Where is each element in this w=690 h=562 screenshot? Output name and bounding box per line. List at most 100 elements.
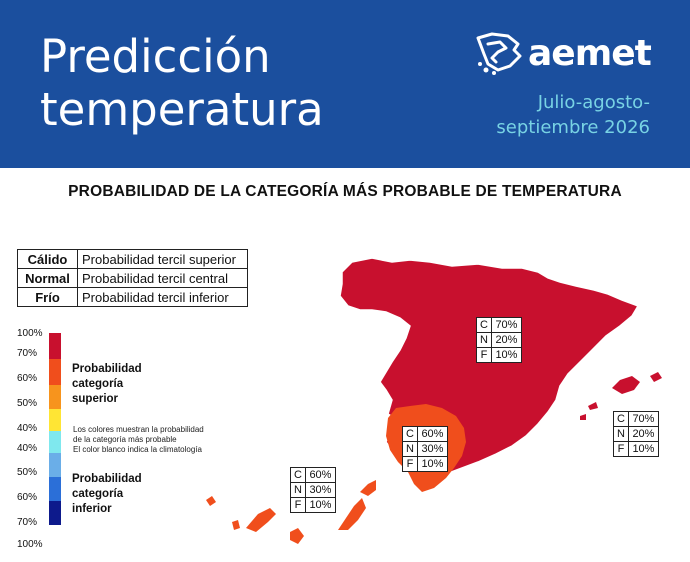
lower-category-legend: Probabilidad categoría inferior — [72, 472, 142, 517]
prob-value: 10% — [490, 347, 522, 363]
prob-value: 10% — [304, 497, 336, 513]
prob-row: C 60% — [402, 426, 448, 442]
prob-value: 10% — [627, 441, 659, 457]
prob-letter: C — [476, 317, 492, 333]
scale-label: 60% — [17, 492, 38, 503]
prob-letter: C — [402, 426, 418, 442]
region-canary — [246, 508, 276, 532]
prob-row: N 20% — [613, 426, 659, 442]
period-line-1: Julio-agosto- — [537, 92, 650, 113]
region-canary — [232, 520, 240, 530]
scale-label: 40% — [17, 443, 38, 454]
period-line-2: septiembre 2026 — [496, 117, 650, 138]
prob-letter: N — [290, 482, 306, 498]
prob-row: F 10% — [290, 497, 336, 513]
note-line: Los colores muestran la probabilidad — [73, 425, 204, 434]
header-banner: Predicción temperatura aemet Julio-agost… — [0, 0, 690, 168]
prob-value: 20% — [490, 332, 522, 348]
prob-row: F 10% — [476, 347, 522, 363]
scale-segment — [49, 333, 61, 359]
aemet-logo: aemet — [474, 30, 652, 76]
prob-value: 10% — [416, 456, 448, 472]
logo-text: aemet — [528, 32, 652, 74]
region-canary — [290, 528, 304, 544]
map-subtitle: PROBABILIDAD DE LA CATEGORÍA MÁS PROBABL… — [68, 183, 622, 200]
prob-row: C 70% — [476, 317, 522, 333]
category-row: Cálido Probabilidad tercil superior — [17, 249, 248, 269]
prob-row: N 20% — [476, 332, 522, 348]
prob-value: 60% — [304, 467, 336, 483]
scale-note: Los colores muestran la probabilidad de … — [73, 425, 204, 455]
legend-line: Probabilidad — [72, 363, 142, 375]
scale-label: 50% — [17, 398, 38, 409]
prob-letter: N — [402, 441, 418, 457]
prob-letter: N — [476, 332, 492, 348]
prob-letter: F — [290, 497, 306, 513]
legend-line: Probabilidad — [72, 473, 142, 485]
prob-value: 70% — [627, 411, 659, 427]
category-name: Normal — [17, 268, 78, 288]
prob-letter: F — [613, 441, 629, 457]
prob-row: N 30% — [402, 441, 448, 457]
upper-category-legend: Probabilidad categoría superior — [72, 362, 142, 407]
note-line: de la categoría más probable — [73, 435, 177, 444]
region-balearic — [612, 376, 640, 394]
region-balearic — [580, 414, 586, 420]
region-balearic — [650, 372, 662, 382]
prob-box-south: C 60% N 30% F 10% — [402, 426, 448, 472]
prob-letter: F — [402, 456, 418, 472]
prob-letter: C — [613, 411, 629, 427]
scale-segment — [49, 477, 61, 501]
category-table: Cálido Probabilidad tercil superior Norm… — [17, 249, 248, 307]
scale-label: 70% — [17, 348, 38, 359]
region-canary — [206, 496, 216, 506]
prob-box-balearic: C 70% N 20% F 10% — [613, 411, 659, 457]
prob-value: 30% — [304, 482, 336, 498]
scale-segment — [49, 501, 61, 525]
title-line-2: temperatura — [40, 83, 324, 136]
region-canary — [338, 498, 366, 530]
prob-value: 30% — [416, 441, 448, 457]
page-title: Predicción temperatura — [40, 30, 324, 136]
aemet-globe-icon — [476, 32, 522, 75]
prob-row: C 60% — [290, 467, 336, 483]
scale-label: 60% — [17, 373, 38, 384]
prob-row: F 10% — [613, 441, 659, 457]
prob-letter: F — [476, 347, 492, 363]
category-desc: Probabilidad tercil inferior — [77, 287, 248, 307]
region-peninsula — [339, 257, 640, 475]
scale-segment — [49, 453, 61, 477]
scale-segment — [49, 431, 61, 453]
category-row: Frío Probabilidad tercil inferior — [17, 287, 248, 307]
prob-letter: C — [290, 467, 306, 483]
prob-box-peninsula: C 70% N 20% F 10% — [476, 317, 522, 363]
forecast-period: Julio-agosto- septiembre 2026 — [496, 90, 650, 140]
legend-line: categoría — [72, 378, 124, 390]
prob-row: N 30% — [290, 482, 336, 498]
region-canary — [360, 480, 376, 496]
prob-value: 20% — [627, 426, 659, 442]
scale-segment — [49, 409, 61, 431]
scale-label: 100% — [17, 328, 43, 339]
prob-letter: N — [613, 426, 629, 442]
scale-label: 50% — [17, 467, 38, 478]
scale-label: 70% — [17, 517, 38, 528]
scale-label: 40% — [17, 423, 38, 434]
legend-line: superior — [72, 393, 119, 405]
color-scale-bar — [49, 333, 61, 525]
scale-label: 100% — [17, 539, 43, 550]
legend-line: categoría — [72, 488, 124, 500]
title-line-1: Predicción — [40, 30, 271, 83]
region-balearic — [588, 402, 598, 410]
scale-segment — [49, 359, 61, 385]
prob-row: F 10% — [402, 456, 448, 472]
legend-line: inferior — [72, 503, 112, 515]
prob-row: C 70% — [613, 411, 659, 427]
scale-segment — [49, 385, 61, 409]
note-line: El color blanco indica la climatología — [73, 445, 202, 454]
category-name: Frío — [17, 287, 78, 307]
prob-box-canary: C 60% N 30% F 10% — [290, 467, 336, 513]
prob-value: 70% — [490, 317, 522, 333]
prob-value: 60% — [416, 426, 448, 442]
